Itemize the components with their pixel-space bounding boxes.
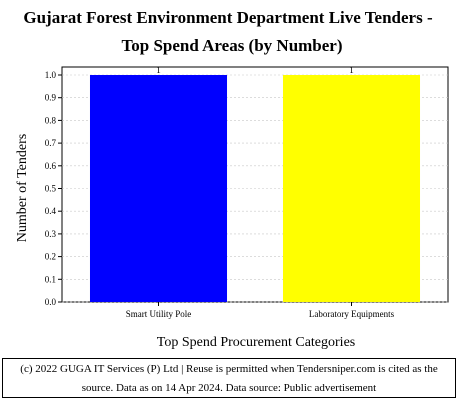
y-tick-label: 0.2: [45, 252, 56, 262]
x-category-label: Smart Utility Pole: [126, 309, 192, 319]
y-tick-label: 0.8: [45, 115, 57, 125]
x-axis-title: Top Spend Procurement Categories: [157, 335, 355, 350]
bar-data-label: 1: [349, 65, 354, 75]
y-tick-label: 0.3: [45, 229, 57, 239]
chart-title-line-2: Top Spend Areas (by Number): [121, 36, 342, 55]
y-tick-label: 0.9: [45, 93, 57, 103]
bar: [282, 75, 421, 302]
plot-area: 0.0 0.1 0.2 0.3 0.4 0.5 0.6 0.7 0.8 0.9 1.0 1 Smart …: [45, 65, 449, 319]
footer-line-2: source. Data as on 14 Apr 2024. Data sou…: [81, 382, 377, 394]
y-tick-label: 0.7: [45, 138, 57, 148]
y-axis-title: Number of Tenders: [15, 134, 30, 242]
y-tick-label: 0.6: [45, 161, 57, 171]
y-tick-label: 0.4: [45, 206, 57, 216]
footer-line-1: (c) 2022 GUGA IT Services (P) Ltd | Reus…: [20, 363, 438, 375]
chart-title-line-1: Gujarat Forest Environment Department Li…: [23, 8, 433, 27]
bar-data-label: 1: [156, 65, 161, 75]
copyright-footer: (c) 2022 GUGA IT Services (P) Ltd | Reus…: [2, 358, 456, 398]
y-tick-label: 1.0: [45, 70, 57, 80]
bar: [89, 75, 228, 302]
y-tick-label: 0.5: [45, 184, 57, 194]
y-tick-label: 0.1: [45, 274, 56, 284]
x-category-label: Laboratory Equipments: [309, 309, 395, 319]
y-tick-label: 0.0: [45, 297, 57, 307]
